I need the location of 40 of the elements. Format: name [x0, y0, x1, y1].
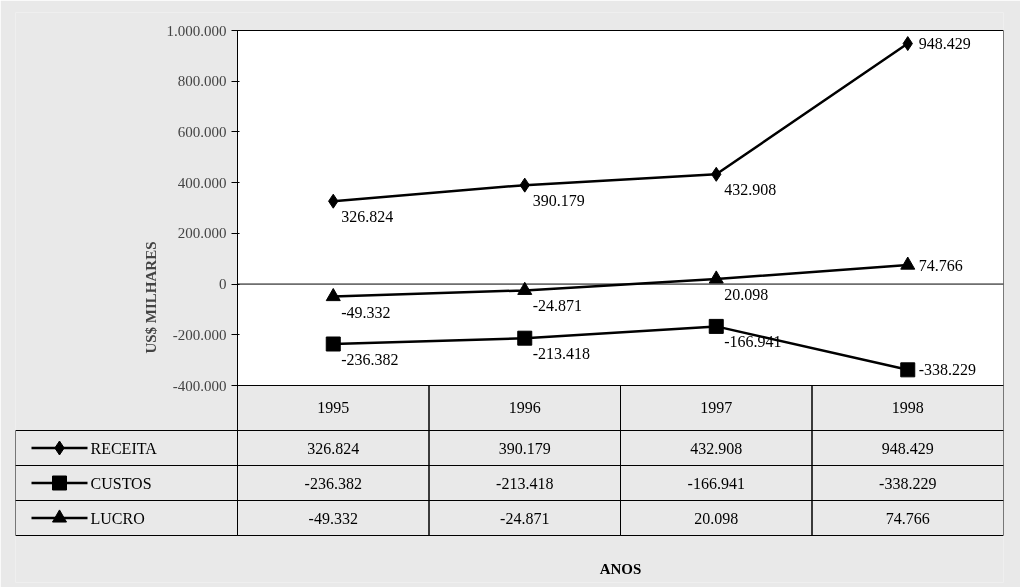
y-tick-label: 600.000 [177, 123, 227, 140]
text: 20.098 [724, 285, 769, 303]
text: -338.229 [918, 361, 977, 379]
text: -49.332 [341, 303, 391, 321]
text: ANOS [599, 560, 642, 577]
text: -236.382 [341, 351, 399, 369]
data-label: -213.418 [496, 474, 554, 492]
data-label: -49.332 [308, 509, 358, 527]
data-label: 948.429 [881, 439, 934, 457]
data-label: 432.908 [690, 439, 743, 457]
data-label: -24.871 [500, 509, 550, 527]
text: 948.429 [918, 35, 971, 53]
data-label: 326.824 [307, 439, 360, 457]
data-label: 20.098 [694, 509, 739, 527]
legend-label: LUCRO [90, 509, 145, 527]
y-tick-label: 200.000 [177, 225, 227, 242]
x-tick-label: 1996 [508, 399, 541, 416]
y-axis-title: US$ MILHARES [142, 241, 159, 354]
legend-label: CUSTOS [90, 474, 152, 492]
text: 432.908 [724, 181, 777, 199]
y-tick-label: 0 [219, 276, 227, 293]
y-tick-label: 1.000.000 [166, 22, 227, 39]
data-label: 74.766 [885, 509, 930, 527]
text: 74.766 [918, 256, 963, 274]
text: -24.871 [532, 297, 583, 315]
y-tick-label: 400.000 [177, 174, 227, 191]
data-label: 390.179 [498, 439, 551, 457]
data-label: -236.382 [304, 474, 362, 492]
text: -213.418 [532, 345, 591, 363]
text: 390.179 [532, 192, 585, 210]
y-tick-label: -200.000 [172, 326, 227, 343]
text: 326.824 [341, 208, 394, 226]
legend-label: RECEITA [90, 439, 158, 457]
x-tick-label: 1998 [891, 399, 924, 416]
x-tick-label: 1995 [317, 399, 350, 416]
data-label: -166.941 [687, 474, 745, 492]
data-label: -338.229 [879, 474, 937, 492]
y-tick-label: 800.000 [177, 73, 227, 90]
y-tick-label: -400.000 [172, 377, 227, 394]
x-tick-label: 1997 [700, 399, 733, 416]
